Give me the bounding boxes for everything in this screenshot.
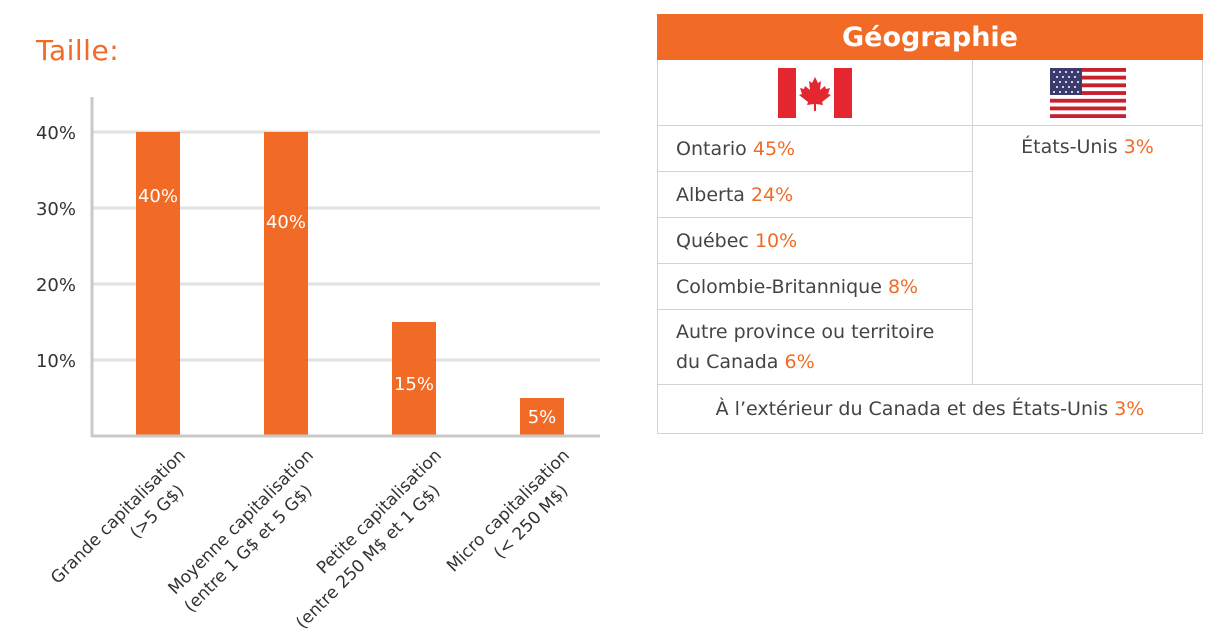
province-name: Alberta <box>676 183 745 206</box>
y-axis-ticks: 10% 20% 30% 40% <box>36 123 76 372</box>
bar <box>392 322 436 436</box>
province-name: Autre province ou territoire du Canada <box>676 321 935 373</box>
x-category-label: Moyenne capitalisation(entre 1 G$ et 5 G… <box>165 446 318 617</box>
outside-pct: 3% <box>1114 398 1145 420</box>
province-pct: 8% <box>887 275 919 298</box>
geography-table: Géographie <box>657 14 1203 434</box>
province-pct: 24% <box>750 183 794 206</box>
chart-title: Taille: <box>36 34 120 67</box>
province-pct: 45% <box>752 137 796 160</box>
usa-cell: États-Unis 3% <box>972 125 1203 385</box>
outside-name: À l’extérieur du Canada et des États-Uni… <box>715 398 1109 420</box>
usa-flag-cell <box>972 59 1203 126</box>
province-pct: 6% <box>784 351 815 373</box>
x-axis-categories: Grande capitalisation(>5 G$)Moyenne capi… <box>47 446 574 631</box>
data-label: 15% <box>394 374 434 395</box>
bar <box>136 132 180 436</box>
x-category-line: (entre 250 M$ et 1 G$) <box>292 481 444 631</box>
canada-flag-icon <box>778 67 852 118</box>
usa-pct: 3% <box>1123 136 1154 158</box>
province-pct: 10% <box>754 229 798 252</box>
province-row-other: Autre province ou territoire du Canada 6… <box>657 309 973 385</box>
data-label: 5% <box>528 407 557 428</box>
usa-flag-icon <box>1049 67 1126 118</box>
data-label: 40% <box>138 186 178 207</box>
usa-name: États-Unis <box>1021 136 1118 158</box>
data-labels: 40% 40% 15% 5% <box>138 186 556 428</box>
x-category-line: Moyenne capitalisation <box>165 446 318 599</box>
bar <box>520 398 564 436</box>
bar <box>264 132 308 436</box>
province-row-alberta: Alberta 24% <box>657 171 973 218</box>
bars <box>136 132 564 436</box>
y-tick-label: 20% <box>36 275 76 296</box>
x-category-label: Micro capitalisation(< 250 M$) <box>443 446 574 577</box>
y-tick-label: 10% <box>36 351 76 372</box>
province-row-quebec: Québec 10% <box>657 217 973 264</box>
data-label: 40% <box>266 212 306 233</box>
size-bar-chart: 40% 40% 15% 5% 10% 20% 30% 40% Grande capitali… <box>36 97 600 631</box>
canada-flag-cell <box>657 59 973 126</box>
province-name: Ontario <box>676 137 747 160</box>
province-row-ontario: Ontario 45% <box>657 125 973 172</box>
province-name: Québec <box>676 229 749 252</box>
province-name: Colombie-Britannique <box>676 275 882 298</box>
province-row-bc: Colombie-Britannique 8% <box>657 263 973 310</box>
geography-header: Géographie <box>657 14 1203 60</box>
axes <box>90 97 600 438</box>
outside-row: À l’extérieur du Canada et des États-Uni… <box>657 384 1203 434</box>
y-tick-label: 30% <box>36 199 76 220</box>
x-category-line: Grande capitalisation <box>47 446 190 589</box>
y-tick-label: 40% <box>36 123 76 144</box>
